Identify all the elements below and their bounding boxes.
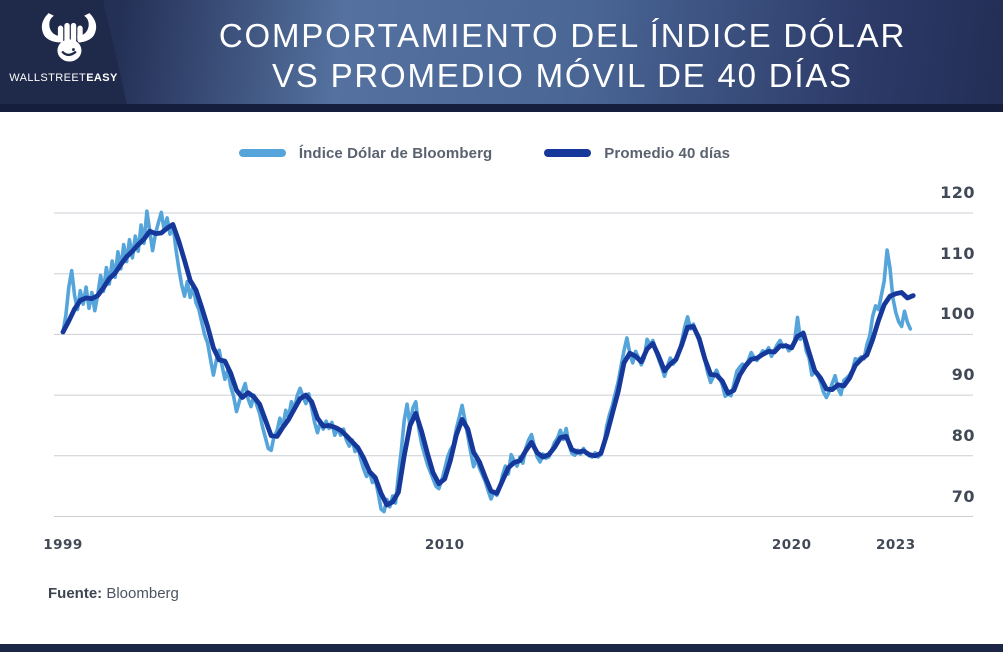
page-title: COMPORTAMIENTO DEL ÍNDICE DÓLAR VS PROME… xyxy=(128,16,997,96)
x-axis-label: 2023 xyxy=(876,537,916,553)
y-axis-label: 110 xyxy=(940,243,975,263)
brand-regular: WALLSTREET xyxy=(9,72,87,84)
brand-wordmark: WALLSTREETEASY xyxy=(0,72,127,84)
source-note: Fuente: Bloomberg xyxy=(48,585,179,602)
brand-bold: EASY xyxy=(86,72,118,84)
legend-label-indice-dolar: Índice Dólar de Bloomberg xyxy=(298,144,493,162)
y-axis-label: 100 xyxy=(940,304,975,324)
bull-icon xyxy=(41,13,97,62)
x-axis-label: 2020 xyxy=(771,537,812,553)
series-line-indice-dolar xyxy=(61,209,913,514)
footer-bar xyxy=(0,644,1003,652)
header-banner: WALLSTREETEASY COMPORTAMIENTO DEL ÍNDICE… xyxy=(0,0,1003,104)
source-label: Fuente: xyxy=(48,585,103,602)
x-axis-label: 1999 xyxy=(43,537,83,553)
header-divider-strip xyxy=(0,104,1003,112)
y-axis-label: 120 xyxy=(940,183,975,202)
logo-zone: WALLSTREETEASY xyxy=(0,0,127,104)
legend-item-promedio-40: Promedio 40 días xyxy=(544,145,730,162)
legend-item-indice-dolar: Índice Dólar de Bloomberg xyxy=(238,144,493,162)
legend-label-promedio-40: Promedio 40 días xyxy=(604,144,731,162)
legend-swatch-promedio-40 xyxy=(544,149,592,157)
title-line-2: VS PROMEDIO MÓVIL DE 40 DÍAS xyxy=(272,57,853,94)
series-line-promedio-40 xyxy=(60,222,916,508)
legend-swatch-indice-dolar xyxy=(238,149,286,157)
y-axis-label: 80 xyxy=(951,425,975,445)
x-axis-label: 2010 xyxy=(424,537,465,553)
source-value: Bloomberg xyxy=(106,585,179,602)
y-axis-label: 90 xyxy=(951,365,975,385)
title-line-1: COMPORTAMIENTO DEL ÍNDICE DÓLAR xyxy=(218,17,907,54)
chart-legend: Índice Dólar de Bloomberg Promedio 40 dí… xyxy=(0,141,969,165)
y-axis-label: 70 xyxy=(951,486,975,506)
